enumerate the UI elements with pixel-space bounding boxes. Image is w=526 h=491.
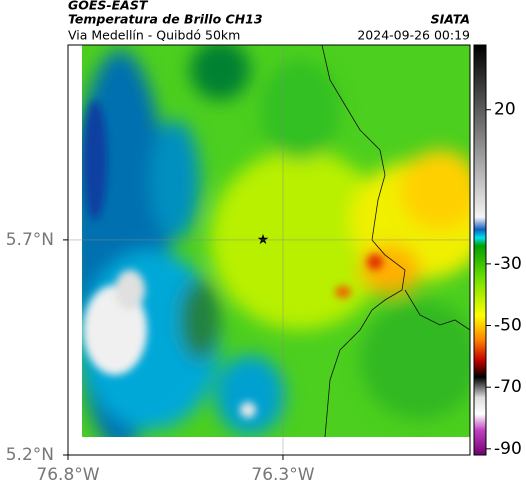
region: Via Medellín - Quibdó 50km — [68, 28, 240, 43]
colorbar-tick-label: -70 — [494, 377, 522, 397]
timestamp: 2024-09-26 00:19 — [357, 28, 470, 43]
y-tick-label: 5.2°N — [6, 445, 54, 465]
colorbar-tick-label: 20 — [494, 100, 516, 120]
colorbar-tick-label: -30 — [494, 254, 522, 274]
plot-frame — [67, 44, 471, 456]
x-tick-label: 76.8°W — [36, 465, 99, 485]
satellite-image — [82, 45, 470, 437]
colorbar — [473, 44, 487, 456]
y-tick-label: 5.7°N — [6, 230, 54, 250]
product: Temperatura de Brillo CH13 — [68, 12, 263, 27]
colorbar-tick-label: -90 — [494, 439, 522, 459]
x-tick-label: 76.3°W — [251, 465, 314, 485]
satellite: GOES-EAST — [68, 0, 149, 13]
colorbar-tick-label: -50 — [494, 316, 522, 336]
source: SIATA — [431, 12, 470, 27]
